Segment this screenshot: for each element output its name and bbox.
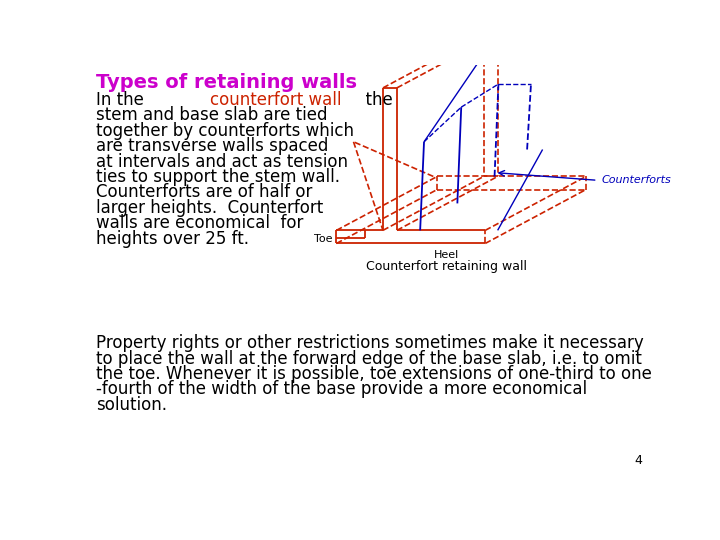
Text: stem and base slab are tied: stem and base slab are tied [96, 106, 328, 124]
Text: Counterforts are of half or: Counterforts are of half or [96, 184, 312, 201]
Text: Counterforts: Counterforts [601, 176, 671, 185]
Text: the toe. Whenever it is possible, toe extensions of one-third to one: the toe. Whenever it is possible, toe ex… [96, 365, 652, 383]
Text: solution.: solution. [96, 396, 167, 414]
Text: 4: 4 [634, 454, 642, 467]
Text: -fourth of the width of the base provide a more economical: -fourth of the width of the base provide… [96, 381, 588, 399]
Text: larger heights.  Counterfort: larger heights. Counterfort [96, 199, 323, 217]
Text: to place the wall at the forward edge of the base slab, i.e. to omit: to place the wall at the forward edge of… [96, 350, 642, 368]
Text: ties to support the stem wall.: ties to support the stem wall. [96, 168, 340, 186]
Text: Toe: Toe [314, 234, 333, 244]
Text: together by counterforts which: together by counterforts which [96, 122, 354, 140]
Text: Property rights or other restrictions sometimes make it necessary: Property rights or other restrictions so… [96, 334, 644, 352]
Text: Counterfort retaining wall: Counterfort retaining wall [366, 260, 527, 273]
Text: the: the [354, 91, 392, 109]
Text: Types of retaining walls: Types of retaining walls [96, 72, 357, 91]
Text: at intervals and act as tension: at intervals and act as tension [96, 153, 348, 171]
Text: are transverse walls spaced: are transverse walls spaced [96, 137, 328, 155]
Text: counterfort wall: counterfort wall [210, 91, 341, 109]
Text: heights over 25 ft.: heights over 25 ft. [96, 230, 249, 247]
Text: In the: In the [96, 91, 155, 109]
Text: Heel: Heel [434, 249, 459, 260]
Text: walls are economical  for: walls are economical for [96, 214, 304, 232]
